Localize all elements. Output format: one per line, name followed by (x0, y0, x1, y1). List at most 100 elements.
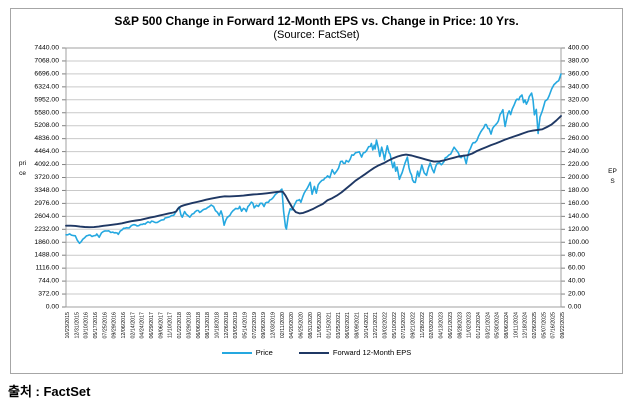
right-axis-tick-label: 320.00 (568, 96, 589, 103)
left-axis-tick-label: 1860.00 (34, 239, 59, 246)
x-axis-tick-label: 02/11/2020 (280, 312, 286, 338)
chart-title: S&P 500 Change in Forward 12-Month EPS v… (114, 14, 519, 28)
left-axis-tick-label: 1488.00 (34, 252, 59, 259)
right-axis-tick-label: 160.00 (568, 200, 589, 207)
series-line-price (65, 73, 562, 245)
x-axis-tick-label: 03/10/2016 (84, 312, 90, 339)
legend-item-forward-12-month-eps: Forward 12-Month EPS (298, 348, 412, 357)
left-axis-tick-label: 744.00 (38, 278, 59, 285)
x-axis-tick-label: 12/26/2018 (224, 312, 230, 339)
left-axis-tick-label: 1116.00 (35, 265, 59, 272)
left-axis-title: price (18, 160, 27, 177)
x-axis-tick-label: 10/23/2015 (65, 312, 71, 339)
right-axis-tick-label: 60.00 (568, 265, 585, 272)
x-axis-tick-label: 09/21/2022 (411, 312, 417, 339)
x-axis-tick-label: 08/06/2024 (504, 312, 510, 339)
chart-panel: S&P 500 Change in Forward 12-Month EPS v… (10, 8, 623, 374)
x-axis-tick-label: 03/02/2022 (383, 312, 389, 339)
x-axis-tick-label: 09/26/2019 (261, 312, 267, 339)
x-axis-tick-label: 03/21/2024 (485, 312, 491, 339)
right-axis-tick-label: 100.00 (568, 239, 589, 246)
right-axis-tick-label: 360.00 (568, 70, 589, 77)
x-axis-tick-label: 11/10/2017 (168, 312, 174, 338)
x-axis-tick-label: 05/17/2016 (93, 312, 99, 339)
right-axis-tick-label: 240.00 (568, 148, 589, 155)
x-axis-tick-label: 04/24/2017 (140, 312, 146, 339)
x-axis-tick-label: 04/13/2023 (439, 312, 445, 339)
x-axis-tick-label: 10/11/2024 (513, 312, 519, 338)
plot-area (65, 47, 562, 308)
right-axis-tick-label: 200.00 (568, 174, 589, 181)
x-axis-tick-label: 05/10/2022 (392, 312, 398, 339)
x-axis-tick-label: 09/06/2017 (158, 312, 164, 339)
source-caption: 출처 : FactSet (8, 384, 91, 399)
x-axis-tick-label: 02/03/2023 (429, 312, 435, 339)
chart-subtitle: (Source: FactSet) (273, 29, 360, 41)
left-axis-tick-label: 4092.00 (34, 161, 59, 168)
x-axis-tick-label: 12/06/2016 (121, 312, 127, 339)
x-axis-tick-label: 05/07/2025 (541, 312, 547, 339)
right-axis-tick-label: 380.00 (568, 57, 589, 64)
x-axis-tick-label: 03/29/2018 (186, 312, 192, 339)
chart-canvas: 7440.00 400.00 7068.00 380.00 6696.00 360.00 6… (34, 45, 589, 339)
left-axis-tick-label: 5208.00 (34, 122, 59, 129)
left-axis-tick-label: 372.00 (38, 291, 59, 298)
x-axis-tick-label: 04/20/2020 (289, 312, 295, 339)
series-line-forward-12-month-eps (65, 115, 562, 229)
x-axis-tick-label: 05/30/2024 (495, 312, 501, 339)
x-axis-tick-label: 08/28/2023 (457, 312, 463, 339)
x-axis-tick-label: 08/13/2018 (205, 312, 211, 339)
x-axis-tick-label: 03/05/2019 (233, 312, 239, 339)
left-axis-tick-label: 6324.00 (34, 83, 59, 90)
x-axis-tick-label: 01/15/2021 (327, 312, 333, 339)
left-axis-tick-label: 4464.00 (34, 148, 59, 155)
left-axis-tick-label: 5580.00 (34, 109, 59, 116)
x-axis-tick-label: 10/14/2021 (364, 312, 370, 339)
legend-swatch (298, 351, 329, 354)
x-axis-tick-label: 06/02/2021 (345, 312, 351, 339)
legend: Price Forward 12-Month EPS (11, 348, 622, 357)
right-axis-tick-label: 0.00 (568, 304, 581, 311)
x-axis-tick-label: 06/21/2023 (448, 312, 454, 339)
left-axis-tick-label: 3348.00 (34, 187, 59, 194)
x-axis-tick-label: 01/22/2018 (177, 312, 183, 339)
x-axis-tick-label: 02/26/2025 (532, 312, 538, 339)
x-axis-tick-label: 11/28/2022 (420, 312, 426, 338)
x-axis-tick-label: 11/02/2023 (467, 312, 473, 338)
legend-label: Price (255, 348, 273, 357)
x-axis-tick-label: 12/18/2024 (523, 312, 529, 339)
x-axis-tick-label: 02/14/2017 (130, 312, 136, 339)
right-axis-title: EPS (608, 168, 617, 185)
right-axis-tick-label: 120.00 (568, 226, 589, 233)
x-axis-tick-label: 07/15/2022 (401, 312, 407, 339)
x-axis-tick-label: 09/29/2016 (112, 312, 118, 339)
left-axis-tick-label: 0.00 (46, 304, 59, 311)
right-axis-tick-label: 180.00 (568, 187, 589, 194)
right-axis-tick-label: 20.00 (568, 291, 585, 298)
left-axis-tick-label: 2232.00 (34, 226, 59, 233)
right-axis-tick-label: 340.00 (568, 83, 589, 90)
left-axis-tick-label: 3720.00 (34, 174, 59, 181)
x-axis-tick-label: 12/03/2019 (270, 312, 276, 339)
x-axis-tick-label: 11/05/2020 (317, 312, 323, 338)
right-axis-tick-label: 260.00 (568, 135, 589, 142)
x-axis-tick-label: 08/31/2020 (308, 312, 314, 339)
x-axis-tick-label: 12/31/2015 (74, 312, 80, 339)
x-axis-tick-label: 07/16/2025 (551, 312, 557, 339)
left-axis-tick-label: 5952.00 (34, 96, 59, 103)
right-axis-tick-label: 280.00 (568, 122, 589, 129)
left-axis-tick-label: 7068.00 (34, 57, 59, 64)
x-axis-tick-label: 12/21/2021 (373, 312, 379, 339)
x-axis-tick-label: 05/14/2019 (242, 312, 248, 339)
right-axis-tick-label: 220.00 (568, 161, 589, 168)
x-axis-tick-label: 07/25/2016 (102, 312, 108, 339)
left-axis-tick-label: 2976.00 (34, 200, 59, 207)
left-axis-tick-label: 2604.00 (34, 213, 59, 220)
legend-item-price: Price (221, 348, 273, 357)
left-axis-tick-label: 7440.00 (34, 45, 59, 52)
x-axis-tick-label: 07/22/2019 (252, 312, 258, 339)
left-axis-tick-label: 6696.00 (34, 70, 59, 77)
legend-label: Forward 12-Month EPS (332, 348, 412, 357)
right-axis-tick-label: 400.00 (568, 45, 589, 52)
x-axis-tick-label: 01/12/2024 (476, 312, 482, 339)
